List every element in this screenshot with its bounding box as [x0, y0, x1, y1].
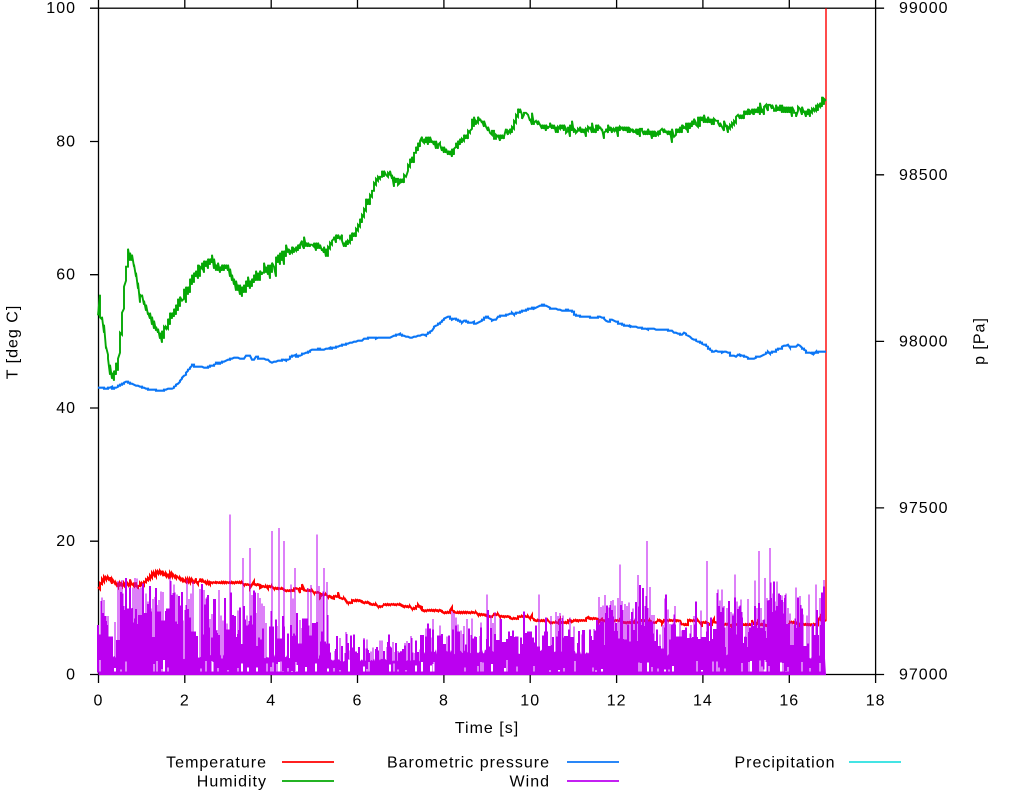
svg-text:2: 2 — [180, 693, 190, 710]
svg-text:99000: 99000 — [899, 0, 949, 17]
svg-text:18: 18 — [866, 693, 886, 710]
svg-text:0: 0 — [66, 667, 76, 684]
svg-text:Wind: Wind — [510, 774, 550, 791]
svg-text:97500: 97500 — [899, 500, 949, 517]
svg-text:T [deg C]: T [deg C] — [5, 305, 22, 380]
svg-text:100: 100 — [46, 0, 76, 17]
svg-text:20: 20 — [56, 533, 76, 550]
svg-text:98500: 98500 — [899, 167, 949, 184]
svg-text:80: 80 — [56, 134, 76, 151]
svg-text:Precipitation: Precipitation — [734, 755, 835, 772]
svg-text:98000: 98000 — [899, 333, 949, 350]
svg-text:6: 6 — [353, 693, 363, 710]
svg-text:10: 10 — [520, 693, 540, 710]
svg-text:p [Pa]: p [Pa] — [972, 317, 989, 365]
svg-text:Barometric pressure: Barometric pressure — [387, 755, 550, 772]
svg-text:12: 12 — [607, 693, 627, 710]
svg-text:Temperature: Temperature — [166, 755, 267, 772]
svg-text:0: 0 — [94, 693, 104, 710]
svg-text:14: 14 — [693, 693, 713, 710]
svg-text:8: 8 — [439, 693, 449, 710]
svg-text:16: 16 — [779, 693, 799, 710]
svg-text:Time [s]: Time [s] — [455, 720, 519, 737]
svg-text:4: 4 — [266, 693, 276, 710]
svg-text:40: 40 — [56, 400, 76, 417]
svg-text:60: 60 — [56, 267, 76, 284]
svg-text:97000: 97000 — [899, 667, 949, 684]
svg-text:Humidity: Humidity — [197, 774, 267, 791]
